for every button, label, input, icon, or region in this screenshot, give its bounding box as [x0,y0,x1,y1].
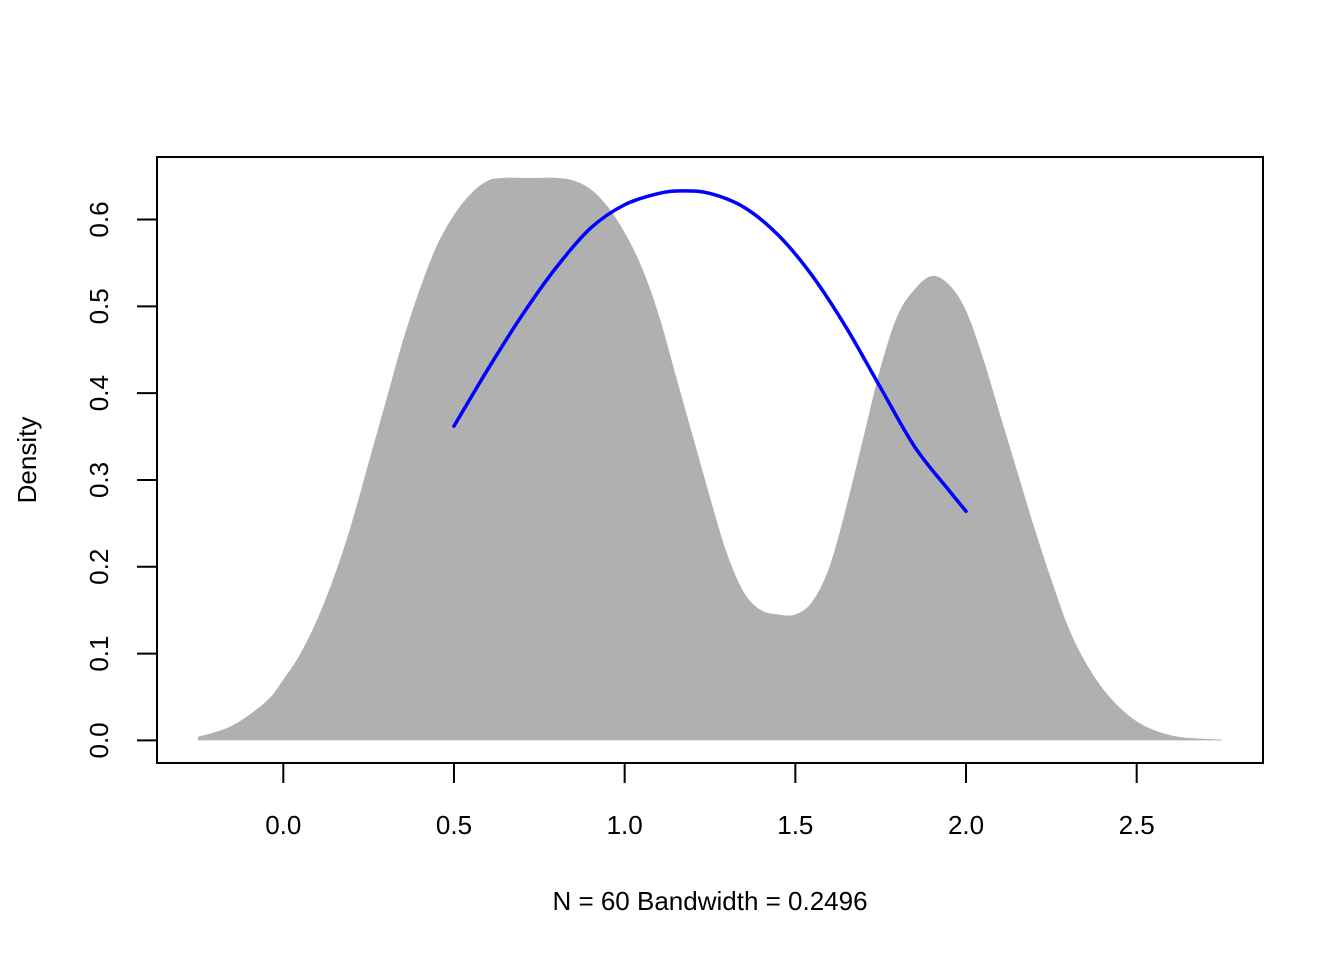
y-tick-label: 0.6 [84,201,114,237]
y-tick-label: 0.5 [84,288,114,324]
density-area-0 [197,177,1223,741]
x-tick-label: 2.0 [948,810,984,840]
x-tick-label: 0.0 [265,810,301,840]
x-axis-label: N = 60 Bandwidth = 0.2496 [552,886,867,916]
y-axis-label: Density [12,417,42,504]
data-layer [197,177,1223,741]
x-tick-label: 1.5 [777,810,813,840]
y-tick-label: 0.0 [84,722,114,758]
y-tick-label: 0.3 [84,462,114,498]
y-axis: 0.0 0.1 0.2 0.3 0.4 0.5 0.6 [84,201,158,759]
x-tick-label: 0.5 [436,810,472,840]
x-axis: 0.0 0.5 1.0 1.5 2.0 2.5 [265,762,1155,840]
fitted-curve-1 [452,189,968,513]
y-tick-label: 0.2 [84,549,114,585]
y-tick-label: 0.4 [84,375,114,411]
x-tick-label: 2.5 [1119,810,1155,840]
y-tick-label: 0.1 [84,636,114,672]
x-tick-label: 1.0 [607,810,643,840]
